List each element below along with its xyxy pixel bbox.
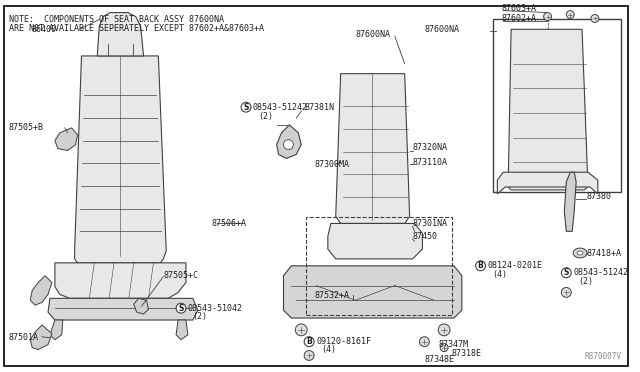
Text: 87600NA: 87600NA [424,25,460,34]
Text: 87318E: 87318E [452,349,482,358]
Text: 08543-51242: 08543-51242 [573,268,628,277]
Text: (2): (2) [192,312,207,321]
Text: B: B [307,337,312,346]
Text: 87532+A: 87532+A [314,291,349,300]
Text: S: S [179,304,184,313]
Polygon shape [508,29,588,190]
Polygon shape [564,172,576,231]
Text: 87347M: 87347M [438,340,468,349]
Text: 87320NA: 87320NA [413,143,447,152]
Text: 873110A: 873110A [413,158,447,167]
Text: 87600NA: 87600NA [355,30,390,39]
Circle shape [284,140,293,150]
Polygon shape [497,172,598,194]
Polygon shape [55,128,77,151]
Text: 87380: 87380 [586,192,611,201]
Ellipse shape [577,251,583,255]
Polygon shape [328,224,422,259]
Polygon shape [176,320,188,340]
Circle shape [561,288,572,297]
Text: 87301NA: 87301NA [413,219,447,228]
Polygon shape [75,56,166,263]
Text: 08124-0201E: 08124-0201E [488,261,543,270]
Circle shape [543,13,552,20]
Text: (2): (2) [258,112,273,121]
Bar [493,19,621,192]
Text: 87348E: 87348E [424,355,454,364]
Ellipse shape [573,248,587,258]
Polygon shape [55,263,186,298]
Polygon shape [97,13,143,56]
Text: 87418+A: 87418+A [586,248,621,257]
Circle shape [476,261,486,271]
Text: S: S [564,268,569,277]
Text: (2): (2) [578,277,593,286]
Circle shape [440,344,448,352]
Circle shape [561,268,572,278]
Polygon shape [134,298,148,314]
Text: 86400: 86400 [32,25,57,34]
Text: 08543-51042: 08543-51042 [188,304,243,313]
Text: 87505+C: 87505+C [163,271,198,280]
Circle shape [304,350,314,360]
Circle shape [304,337,314,347]
Text: (4): (4) [321,345,336,354]
Polygon shape [30,276,52,305]
Text: R870007V: R870007V [584,352,621,361]
Polygon shape [284,266,462,318]
Polygon shape [276,125,301,158]
Polygon shape [30,325,52,350]
Text: 08543-51242: 08543-51242 [253,103,308,112]
Text: 87602+A: 87602+A [501,14,536,23]
Text: 87506+A: 87506+A [212,219,246,228]
Text: (4): (4) [492,270,508,279]
Text: ARE NOT AVAILABLE SEPERATELY EXCEPT 87602+A&87603+A: ARE NOT AVAILABLE SEPERATELY EXCEPT 8760… [8,25,264,33]
Text: 87505+B: 87505+B [8,124,44,132]
Polygon shape [50,320,63,340]
Circle shape [566,11,574,19]
Circle shape [295,324,307,336]
Text: 09120-8161F: 09120-8161F [316,337,371,346]
Text: NOTE:  COMPONENTS OF SEAT BACK ASSY 87600NA: NOTE: COMPONENTS OF SEAT BACK ASSY 87600… [8,15,223,23]
Bar [306,217,452,315]
Circle shape [591,15,599,22]
Polygon shape [336,74,410,224]
Polygon shape [48,298,198,320]
Text: 87450: 87450 [413,232,438,241]
Text: 87501A: 87501A [8,333,38,342]
Circle shape [176,303,186,313]
Text: 87300MA: 87300MA [314,160,349,169]
Text: S: S [243,103,249,112]
Circle shape [419,337,429,347]
Text: B: B [477,261,483,270]
Circle shape [241,102,251,112]
Text: 87603+A: 87603+A [501,4,536,13]
Circle shape [438,324,450,336]
Text: 87381N: 87381N [304,103,334,112]
